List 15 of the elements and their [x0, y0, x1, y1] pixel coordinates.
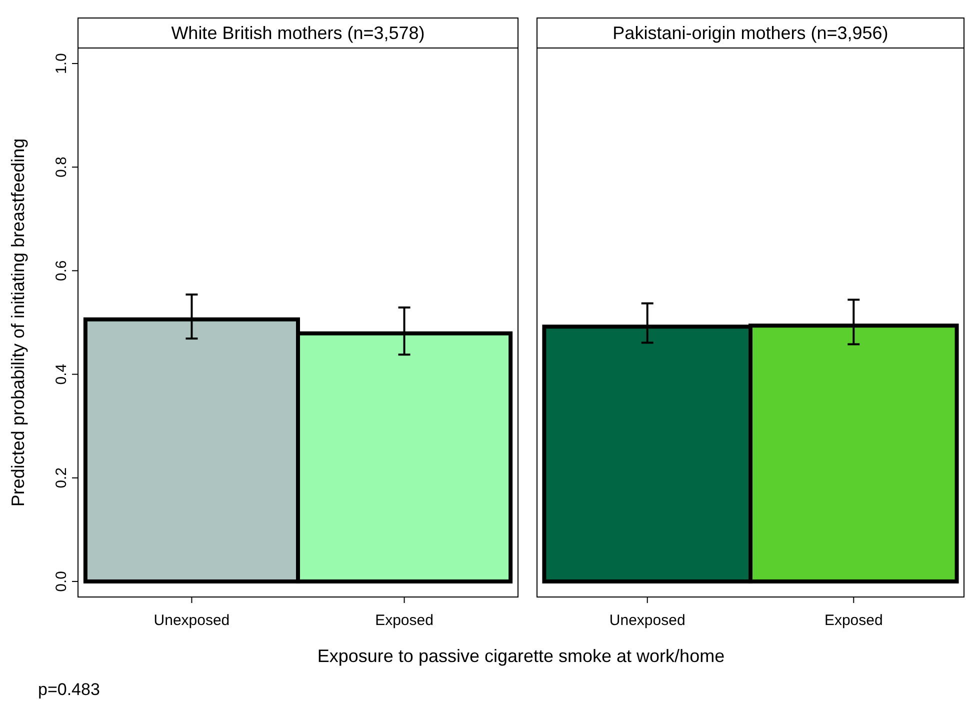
y-axis-title: Predicted probability of initiating breastfeeding [8, 138, 28, 507]
x-tick-label: Exposed [375, 612, 434, 629]
text: p=0.483 [38, 680, 100, 699]
x-axis-title: Exposure to passive cigarette smoke at work/home [317, 646, 725, 666]
y-tick-label: 0.6 [53, 260, 70, 282]
y-tick-label: 0.8 [53, 156, 70, 178]
y-tick-label: 0.4 [53, 364, 70, 385]
y-tick-label: 0.0 [53, 571, 70, 592]
y-tick-label: 1.0 [53, 53, 70, 74]
y-tick-label: 0.2 [53, 467, 70, 488]
x-tick-label: Exposed [824, 612, 883, 629]
x-tick-label: Unexposed [609, 612, 686, 629]
x-tick-label: Unexposed [154, 612, 230, 629]
chart-title: Pakistani-origin mothers (n=3,956) [612, 23, 888, 43]
chart-title: White British mothers (n=3,578) [171, 23, 425, 43]
